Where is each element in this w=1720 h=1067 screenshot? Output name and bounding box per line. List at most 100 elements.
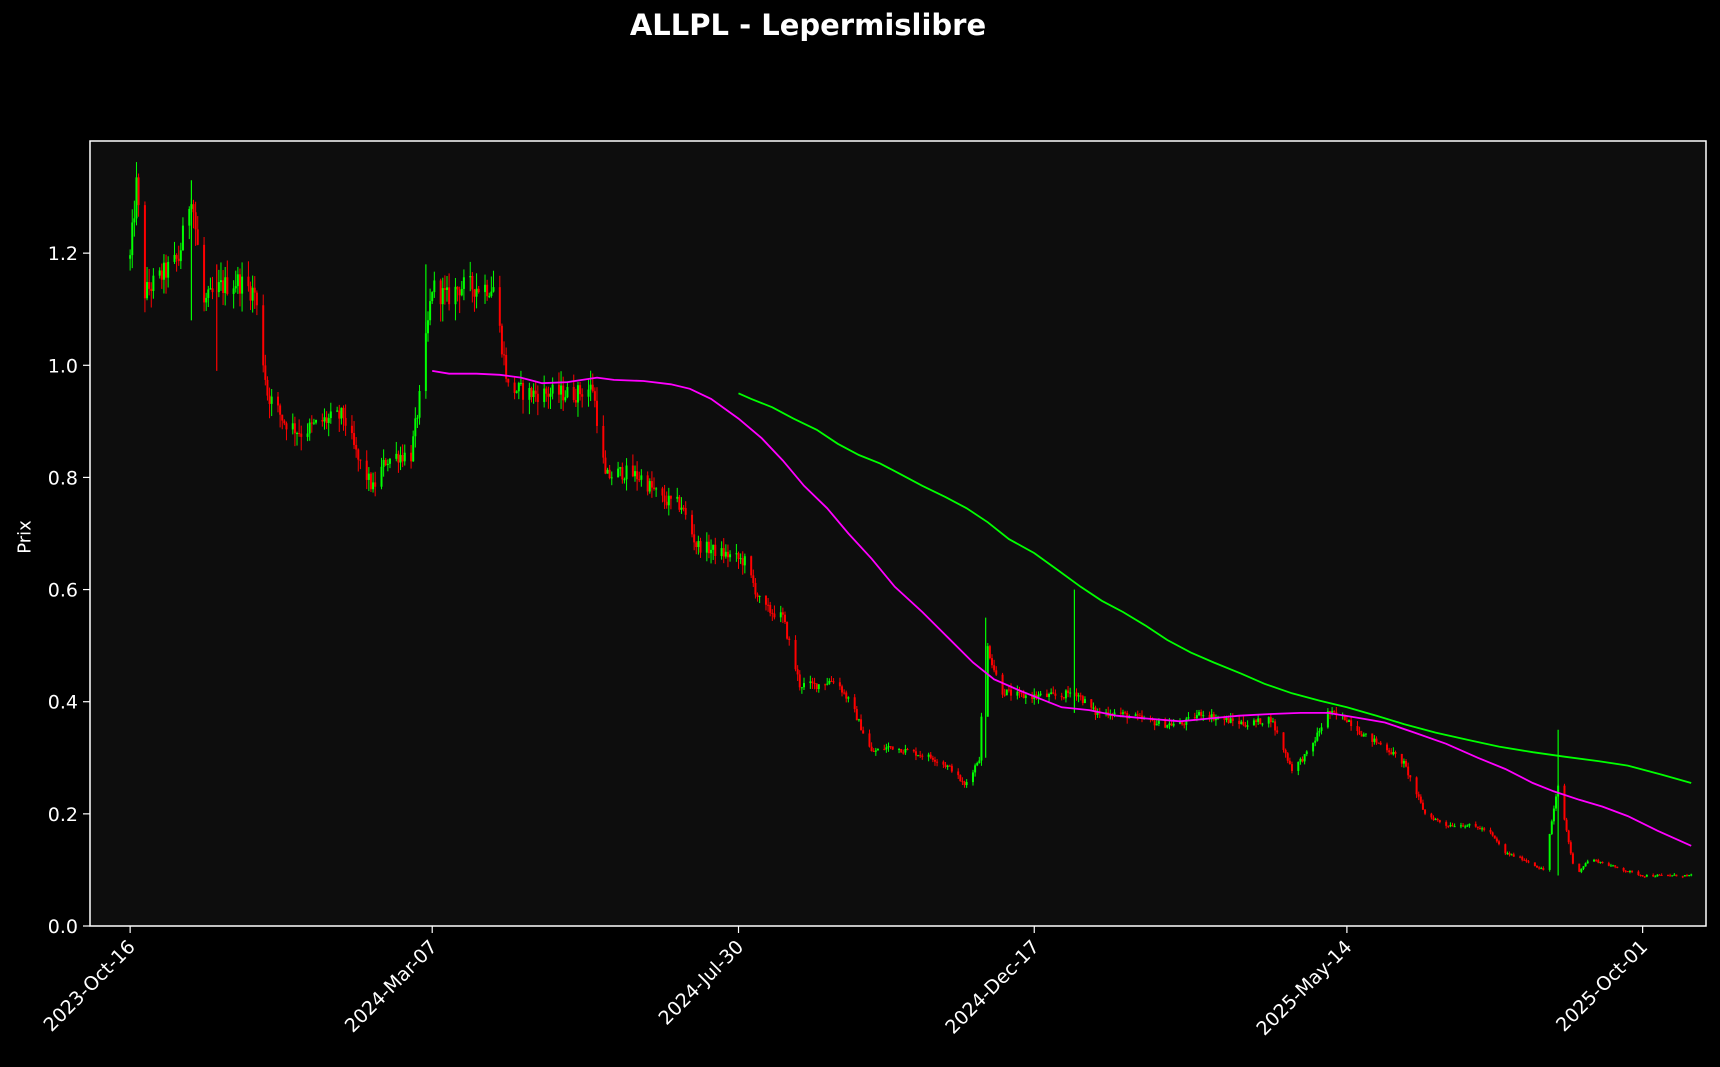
candle-down [1493, 835, 1496, 839]
candle-up [623, 479, 626, 481]
candle-down [1641, 875, 1644, 877]
candle-up [1466, 825, 1469, 827]
candle-down [160, 270, 163, 280]
candle-down [310, 422, 313, 424]
candle-down [1124, 712, 1127, 714]
candle-up [1077, 695, 1080, 697]
candle-down [714, 544, 717, 556]
candle-down [870, 746, 873, 752]
candle-up [549, 393, 552, 397]
candle-down [1483, 828, 1486, 830]
candle-up [800, 687, 803, 689]
candle-up [735, 553, 738, 555]
candle-down [1595, 859, 1598, 861]
candle-down [1138, 715, 1141, 717]
candle-down [1119, 712, 1122, 714]
candle-up [1225, 718, 1228, 720]
x-axis: 2023-Oct-16 2024-Mar-07 2024-Jul-30 2024-De… [40, 926, 1652, 1040]
candle-down [1223, 717, 1226, 720]
candle-down [397, 453, 400, 463]
candle-up [1305, 751, 1308, 755]
candle-down [832, 681, 835, 683]
candle-up [445, 287, 448, 290]
candle-down [921, 755, 924, 757]
candle-up [426, 320, 429, 334]
candle-down [572, 386, 575, 400]
candle-down [1343, 714, 1346, 721]
candle-down [222, 280, 225, 294]
candle-up [1271, 721, 1274, 723]
candle-up [1628, 870, 1631, 872]
candle-down [1675, 874, 1678, 877]
candle-up [327, 418, 330, 423]
candle-up [617, 468, 620, 478]
candle-up [336, 410, 339, 412]
candle-down [1569, 842, 1572, 854]
candle-down [300, 433, 303, 437]
candle-up [441, 288, 444, 305]
moving-average-fast-line [432, 370, 1692, 847]
candle-down [477, 288, 480, 293]
candle-down [788, 638, 791, 640]
candle-up [399, 455, 402, 463]
candle-up [743, 556, 746, 566]
candle-up [181, 225, 184, 251]
candle-down [991, 658, 994, 666]
candle-down [933, 759, 936, 762]
candle-down [665, 501, 668, 506]
candle-down [285, 423, 288, 430]
candle-down [684, 508, 687, 515]
candle-down [1377, 742, 1380, 744]
candle-down [1350, 720, 1353, 727]
candle-down [321, 419, 324, 422]
candle-up [1303, 754, 1306, 762]
candle-down [1504, 844, 1507, 854]
candle-up [475, 288, 478, 297]
candle-down [1497, 841, 1500, 845]
candle-up [1312, 742, 1315, 752]
candle-down [175, 254, 178, 259]
candle-up [224, 277, 227, 294]
candle-up [372, 482, 375, 490]
candle-down [1495, 838, 1498, 842]
candle-up [927, 754, 930, 757]
candle-down [682, 507, 685, 509]
candle-down [369, 473, 372, 490]
candle-up [1673, 874, 1676, 876]
x-tick-label: 2024-Jul-30 [655, 936, 749, 1030]
candle-down [1538, 867, 1541, 869]
y-tick-label: 1.0 [48, 355, 78, 377]
candle-up [323, 417, 326, 422]
candle-down [353, 433, 356, 445]
candle-down [293, 423, 296, 434]
candle-down [1010, 689, 1013, 696]
candle-down [264, 365, 267, 380]
candle-down [1624, 870, 1627, 872]
candle-up [1326, 711, 1329, 728]
x-tick-label: 2025-Oct-01 [1552, 936, 1652, 1036]
candle-down [663, 495, 666, 502]
candle-down [1578, 863, 1581, 872]
candle-up [606, 469, 609, 474]
candle-up [1468, 823, 1471, 826]
x-tick-label: 2025-May-14 [1252, 936, 1356, 1040]
candle-up [917, 755, 920, 757]
candle-up [492, 287, 495, 292]
candle-up [739, 558, 742, 560]
plot-frame [89, 140, 1707, 927]
candle-down [995, 670, 998, 675]
candle-down [1626, 871, 1629, 873]
candle-up [809, 681, 812, 684]
candle-down [338, 410, 341, 419]
candle-up [887, 746, 890, 748]
candle-up [490, 291, 493, 296]
candle-down [796, 669, 799, 675]
candle-down [557, 384, 560, 395]
candle-down [868, 733, 871, 747]
candle-up [1166, 725, 1169, 728]
candle-down [365, 460, 368, 480]
candle-up [270, 396, 273, 404]
candle-up [217, 282, 220, 293]
candle-up [676, 496, 679, 499]
